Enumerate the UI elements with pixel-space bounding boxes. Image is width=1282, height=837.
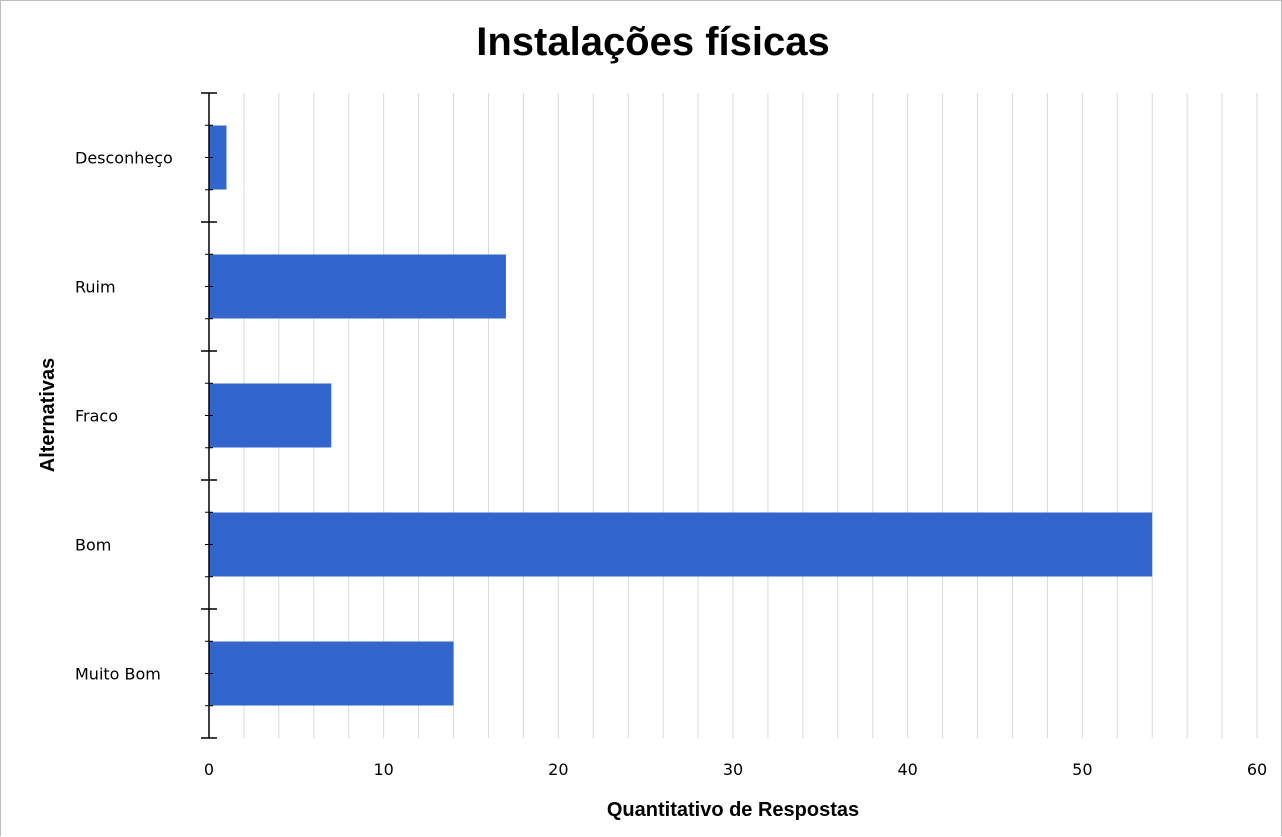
x-tick-label: 50 [1072, 760, 1092, 779]
category-label: Muito Bom [75, 665, 161, 684]
bar-muito-bom [209, 641, 454, 706]
x-axis-title: Quantitativo de Respostas [607, 799, 859, 821]
bar-desconheço [209, 125, 227, 190]
y-axis-category-labels: Desconheço Ruim Fraco Bom Muito Bom [75, 149, 173, 684]
x-tick-label: 10 [373, 760, 393, 779]
x-tick-label: 20 [548, 760, 568, 779]
y-axis-title: Alternativas [37, 358, 59, 473]
y-axis [201, 92, 217, 739]
x-tick-label: 60 [1247, 760, 1267, 779]
bar-ruim [209, 254, 506, 319]
category-label: Fraco [75, 407, 118, 426]
bar-fraco [209, 383, 332, 448]
x-axis-tick-labels: 0 10 20 30 40 50 60 [204, 760, 1267, 779]
gridlines [243, 93, 1258, 738]
category-label: Ruim [75, 278, 116, 297]
bar-bom [209, 512, 1153, 577]
bars [209, 125, 1153, 706]
x-tick-label: 40 [897, 760, 917, 779]
category-label: Desconheço [75, 149, 173, 168]
x-tick-label: 30 [723, 760, 743, 779]
category-label: Bom [75, 536, 111, 555]
chart-title: Instalações físicas [476, 20, 830, 64]
x-tick-label: 0 [204, 760, 214, 779]
